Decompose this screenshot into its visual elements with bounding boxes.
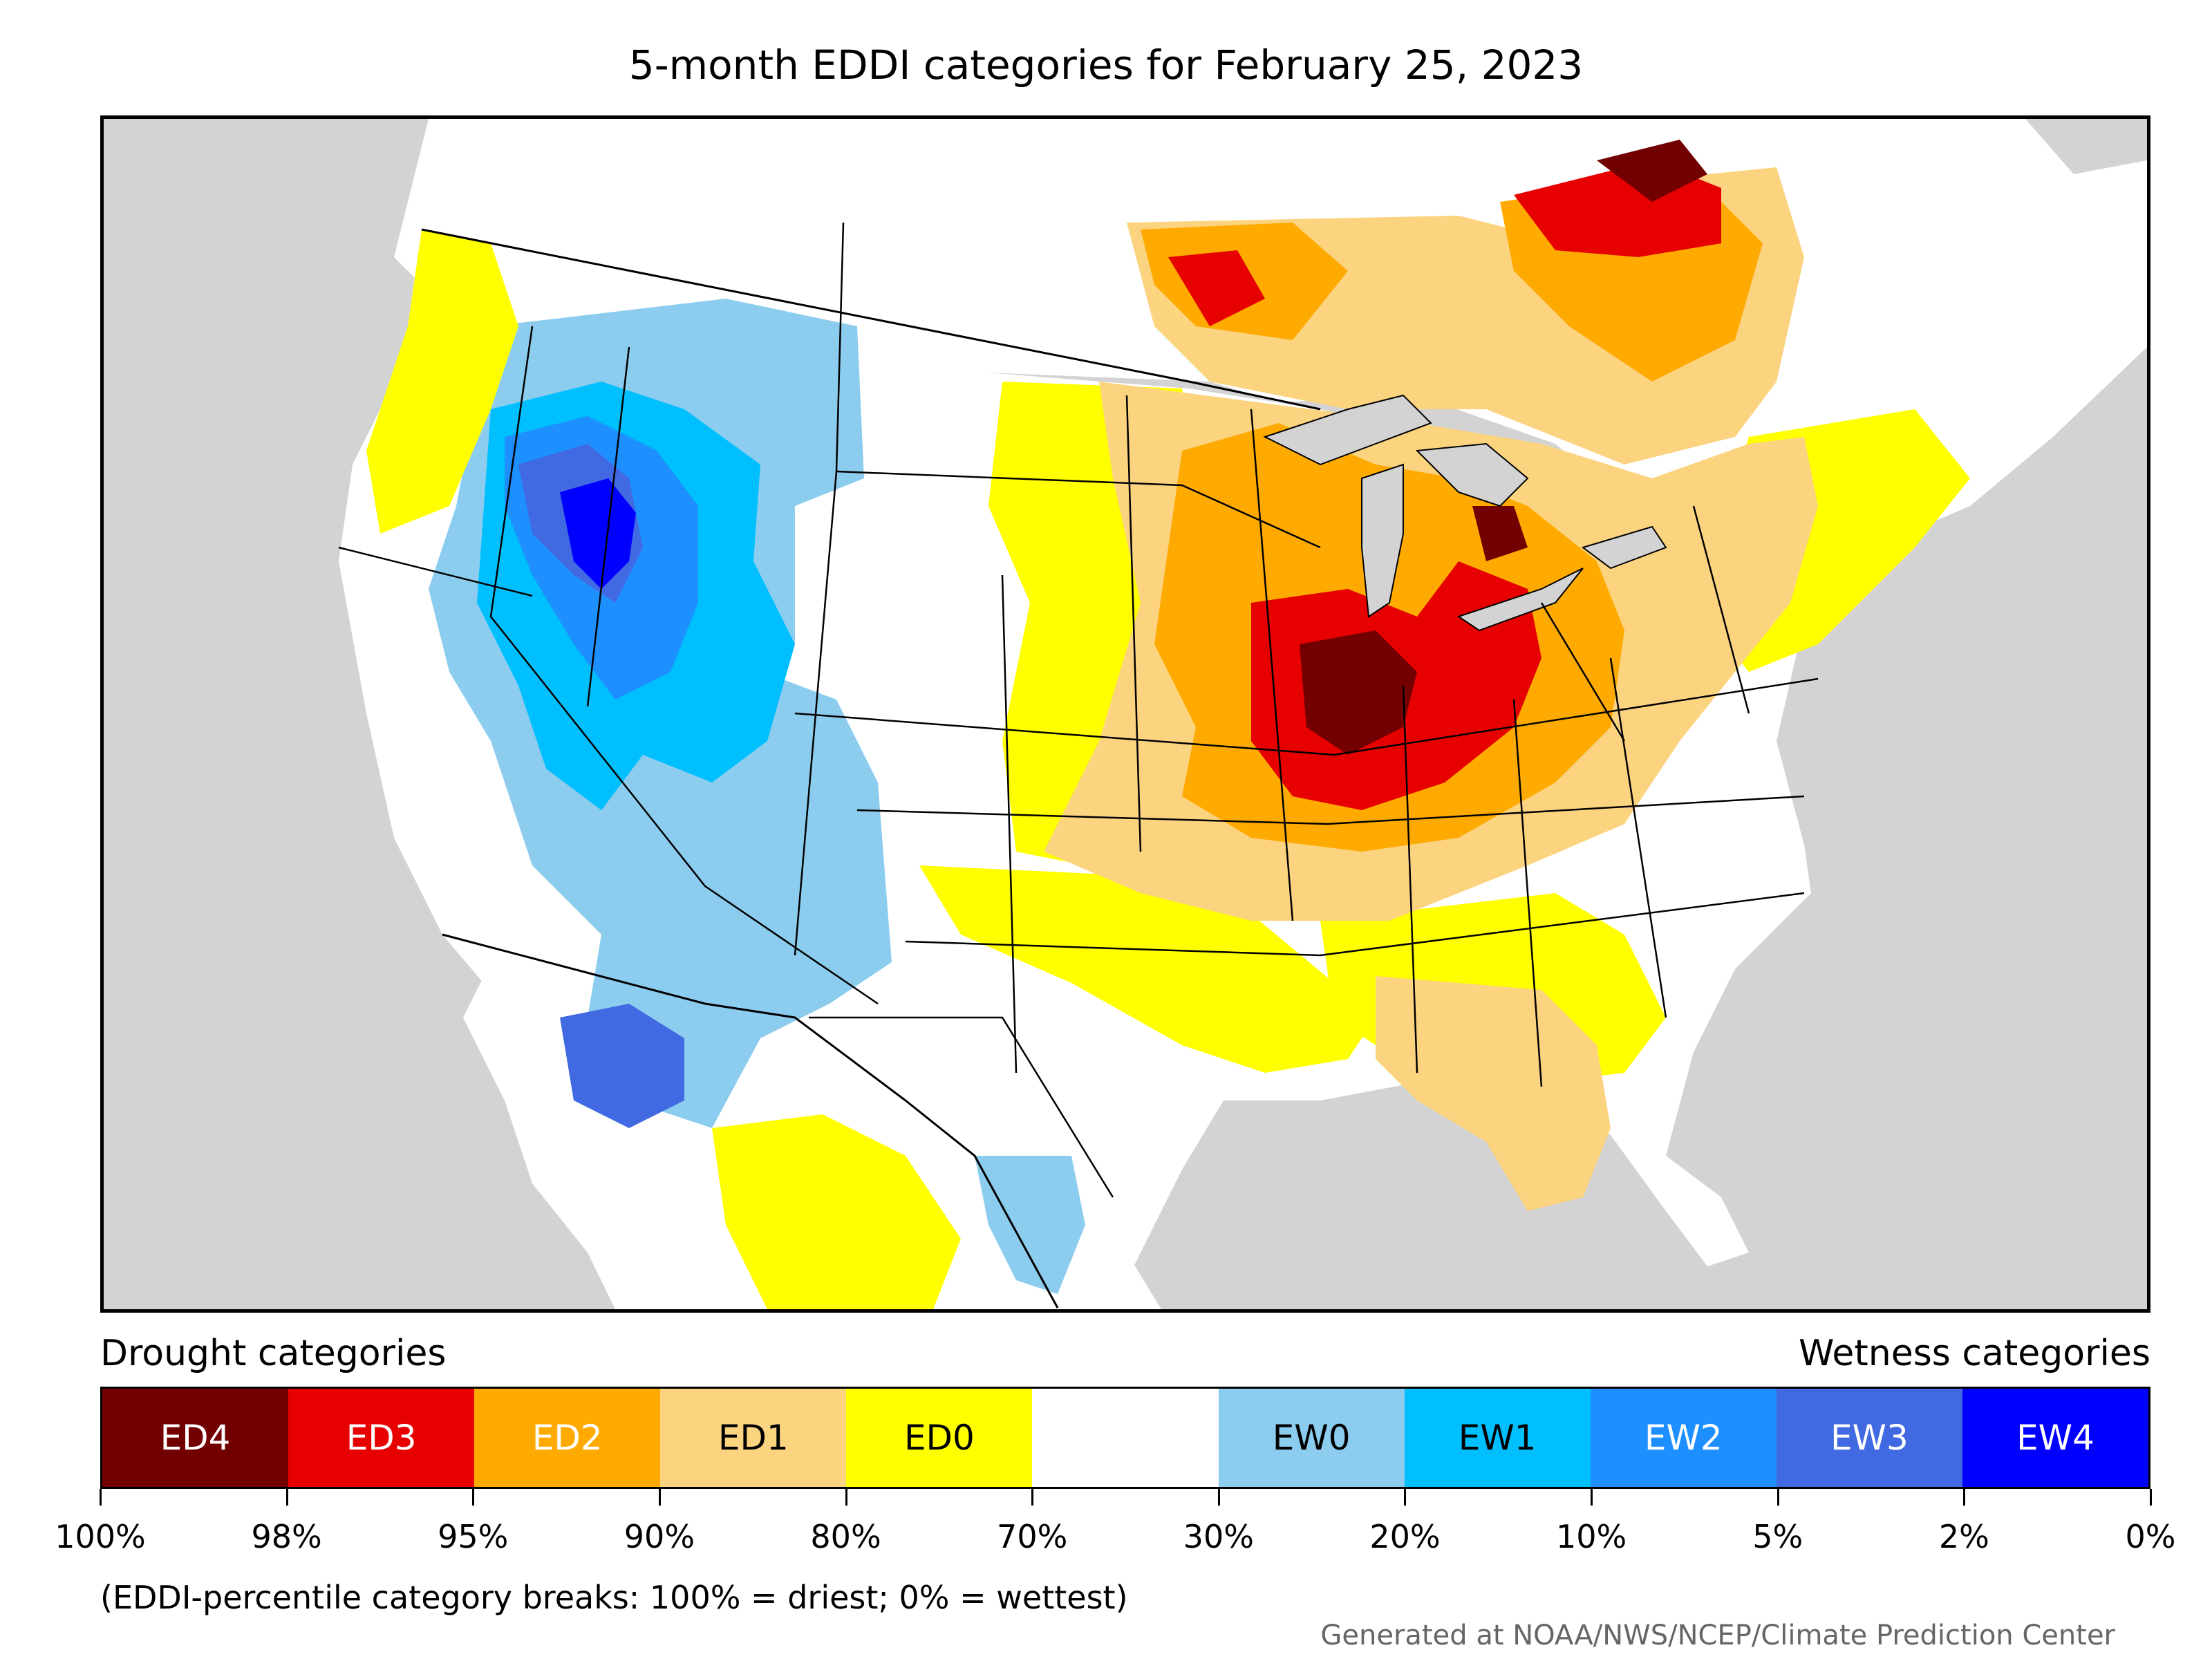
legend-tick-label: 5% [1752, 1518, 1803, 1555]
legend-swatch-ed0: ED0 [846, 1389, 1033, 1487]
legend-swatch-ew2: EW2 [1590, 1389, 1777, 1487]
legend-tick [1591, 1489, 1593, 1506]
ew4-west [560, 478, 636, 589]
eddi-map [338, 119, 2147, 1309]
legend-tick [285, 1489, 288, 1506]
legend-tick-label: 95% [438, 1518, 509, 1555]
drought-categories-heading: Drought categories [100, 1333, 447, 1374]
legend-swatch-ed2: ED2 [474, 1389, 661, 1487]
legend-tick [1963, 1489, 1966, 1506]
wetness-categories-heading: Wetness categories [1799, 1333, 2150, 1374]
great-lakes [1263, 394, 1667, 632]
ew1-texas-coast [975, 1156, 1085, 1294]
map-title: 5-month EDDI categories for February 25,… [628, 41, 1584, 88]
legend-tick-label: 10% [1555, 1518, 1627, 1555]
legend-tick [100, 1489, 102, 1506]
legend-swatch-ew4: EW4 [1962, 1389, 2149, 1487]
legend-tick [472, 1489, 475, 1506]
ed3-canada [1168, 160, 1721, 326]
ed0-south-texas [712, 1114, 961, 1309]
credit-line: Generated at NOAA/NWS/NCEP/Climate Predi… [1320, 1620, 2115, 1651]
ed4-illinois-indiana [1300, 630, 1417, 755]
legend-tick-label: 98% [251, 1518, 322, 1555]
legend-tick-label: 2% [1938, 1518, 1989, 1555]
legend-swatch-ed1: ED1 [660, 1389, 847, 1487]
country-border [421, 228, 1321, 1309]
legend-colorbar: ED4 ED3 ED2 ED1 ED0 EW0 EW1 EW2 EW3 EW4 [100, 1387, 2150, 1489]
legend-swatch-ew0: EW0 [1218, 1389, 1405, 1487]
legend-swatch-ew3: EW3 [1776, 1389, 1962, 1487]
legend-tick-label: 20% [1369, 1518, 1441, 1555]
legend-tick-label: 70% [997, 1518, 1068, 1555]
ed0-pacific-nw [366, 229, 518, 534]
legend-tick [658, 1489, 661, 1506]
legend-swatch-ed3: ED3 [288, 1389, 475, 1487]
legend-tick [1031, 1489, 1034, 1506]
legend-tick-label: 30% [1183, 1518, 1254, 1555]
legend-swatch-neutral [1032, 1389, 1219, 1487]
legend-ticks [100, 1489, 2152, 1510]
legend-tick [1777, 1489, 1779, 1506]
legend-tick-label: 100% [55, 1518, 146, 1555]
ew3-arizona [560, 1004, 684, 1128]
ed1-southeast [1376, 976, 1611, 1211]
legend-tick [2150, 1489, 2152, 1506]
ed4-michigan [1472, 506, 1528, 561]
legend-tick [1404, 1489, 1407, 1506]
ed4-quebec [1597, 140, 1707, 202]
map-panel [100, 115, 2150, 1313]
legend-tick-label: 90% [624, 1518, 695, 1555]
legend-tick [845, 1489, 847, 1506]
legend-tick [1217, 1489, 1220, 1506]
legend-swatch-ew1: EW1 [1404, 1389, 1591, 1487]
legend-tick-label: 80% [810, 1518, 881, 1555]
legend-swatch-ed4: ED4 [102, 1389, 289, 1487]
ed0-south [919, 865, 1376, 1073]
category-note: (EDDI-percentile category breaks: 100% =… [100, 1579, 1128, 1616]
legend-tick-label: 0% [2125, 1518, 2176, 1555]
